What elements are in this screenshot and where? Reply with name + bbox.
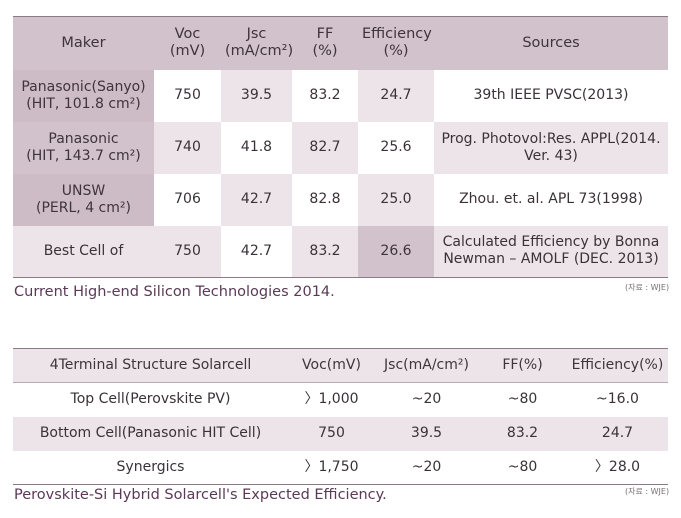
structure-cell: Synergics — [13, 450, 288, 485]
jsc-cell: ~20 — [375, 450, 478, 485]
jsc-cell: ~20 — [375, 382, 478, 417]
ff-cell: 82.8 — [292, 173, 358, 226]
efficiency-cell: 25.6 — [358, 121, 434, 174]
hybrid-efficiency-table: 4Terminal Structure Solarcell Voc(mV) Js… — [13, 348, 668, 485]
maker-cell: Best Cell of — [13, 225, 154, 278]
voc-cell: 706 — [154, 173, 221, 226]
table-header-row: 4Terminal Structure Solarcell Voc(mV) Js… — [13, 348, 668, 383]
source-label: Prog. Photovol:Res. APPL(2014. Ver. 43) — [441, 130, 661, 164]
header-efficiency: Efficiency(%) — [567, 348, 668, 383]
table-row: Synergics 〉1,750 ~20 ~80 〉28.0 — [13, 450, 668, 485]
efficiency-cell: 24.7 — [567, 416, 668, 451]
table-row: UNSW (PERL, 4 cm²) 706 42.7 82.8 25.0 Zh… — [13, 173, 668, 226]
maker-label: Panasonic (HIT, 143.7 cm²) — [26, 130, 141, 164]
structure-cell: Top Cell(Perovskite PV) — [13, 382, 288, 417]
header-voc-label: Voc (mV) — [169, 26, 206, 60]
table-row: Panasonic (HIT, 143.7 cm²) 740 41.8 82.7… — [13, 121, 668, 174]
header-structure: 4Terminal Structure Solarcell — [13, 348, 288, 383]
efficiency-cell: 25.0 — [358, 173, 434, 226]
header-ff: FF(%) — [478, 348, 567, 383]
efficiency-cell: 24.7 — [358, 69, 434, 122]
maker-cell: Panasonic (HIT, 143.7 cm²) — [13, 121, 154, 174]
header-ff: FF (%) — [292, 16, 358, 70]
jsc-cell: 39.5 — [375, 416, 478, 451]
maker-label: Panasonic(Sanyo) (HIT, 101.8 cm²) — [21, 78, 146, 112]
maker-cell: Panasonic(Sanyo) (HIT, 101.8 cm²) — [13, 69, 154, 122]
voc-cell: 750 — [154, 69, 221, 122]
ff-cell: 83.2 — [292, 69, 358, 122]
jsc-cell: 42.7 — [221, 173, 292, 226]
header-jsc: Jsc (mA/cm²) — [221, 16, 294, 70]
source-cell: 39th IEEE PVSC(2013) — [434, 69, 668, 122]
header-ff-label: FF (%) — [312, 26, 338, 60]
table-row: Top Cell(Perovskite PV) 〉1,000 ~20 ~80 ~… — [13, 382, 668, 417]
efficiency-cell: ~16.0 — [567, 382, 668, 417]
header-voc: Voc(mV) — [288, 348, 375, 383]
structure-cell: Bottom Cell(Panasonic HIT Cell) — [13, 416, 288, 451]
source-cell: Prog. Photovol:Res. APPL(2014. Ver. 43) — [434, 121, 668, 174]
source-label: Zhou. et. al. APL 73(1998) — [459, 191, 643, 207]
jsc-cell: 39.5 — [221, 69, 292, 122]
table-header-row: Maker Voc (mV) Jsc (mA/cm²) FF (%) Effic… — [13, 16, 668, 70]
header-efficiency-label: Efficiency (%) — [362, 26, 432, 60]
header-voc: Voc (mV) — [154, 16, 221, 70]
maker-label: Best Cell of — [43, 242, 124, 259]
table-row: Best Cell of 750 42.7 83.2 26.6 Calculat… — [13, 225, 668, 278]
table1-caption: Current High-end Silicon Technologies 20… — [14, 284, 335, 300]
maker-label: UNSW (PERL, 4 cm²) — [36, 182, 131, 216]
table2-caption: Perovskite-Si Hybrid Solarcell's Expecte… — [14, 487, 387, 503]
ff-cell: 83.2 — [292, 225, 358, 278]
voc-cell: 〉1,750 — [288, 450, 375, 485]
header-jsc: Jsc(mA/cm²) — [375, 348, 478, 383]
efficiency-cell: 〉28.0 — [567, 450, 668, 485]
table-row: Panasonic(Sanyo) (HIT, 101.8 cm²) 750 39… — [13, 69, 668, 122]
silicon-technologies-table: Maker Voc (mV) Jsc (mA/cm²) FF (%) Effic… — [13, 16, 668, 278]
source-cell: Calculated Efficiency by Bonna Newman – … — [434, 225, 668, 278]
efficiency-cell: 26.6 — [358, 225, 434, 278]
maker-cell: UNSW (PERL, 4 cm²) — [13, 173, 154, 226]
source-label: 39th IEEE PVSC(2013) — [473, 87, 629, 103]
ff-cell: 83.2 — [478, 416, 567, 451]
jsc-cell: 42.7 — [221, 225, 292, 278]
table-row: Bottom Cell(Panasonic HIT Cell) 750 39.5… — [13, 416, 668, 451]
voc-cell: 750 — [288, 416, 375, 451]
header-maker: Maker — [13, 16, 154, 70]
voc-cell: 750 — [154, 225, 221, 278]
ff-cell: ~80 — [478, 382, 567, 417]
table1-source: (자료 : WJE) — [625, 283, 670, 292]
source-label: Calculated Efficiency by Bonna Newman – … — [442, 234, 660, 268]
header-sources: Sources — [434, 16, 668, 70]
voc-cell: 740 — [154, 121, 221, 174]
source-cell: Zhou. et. al. APL 73(1998) — [434, 173, 668, 226]
header-jsc-label: Jsc (mA/cm²) — [225, 26, 294, 60]
header-efficiency: Efficiency (%) — [358, 16, 434, 70]
ff-cell: 82.7 — [292, 121, 358, 174]
table2-source: (자료 : WJE) — [625, 487, 670, 496]
voc-cell: 〉1,000 — [288, 382, 375, 417]
ff-cell: ~80 — [478, 450, 567, 485]
jsc-cell: 41.8 — [221, 121, 292, 174]
